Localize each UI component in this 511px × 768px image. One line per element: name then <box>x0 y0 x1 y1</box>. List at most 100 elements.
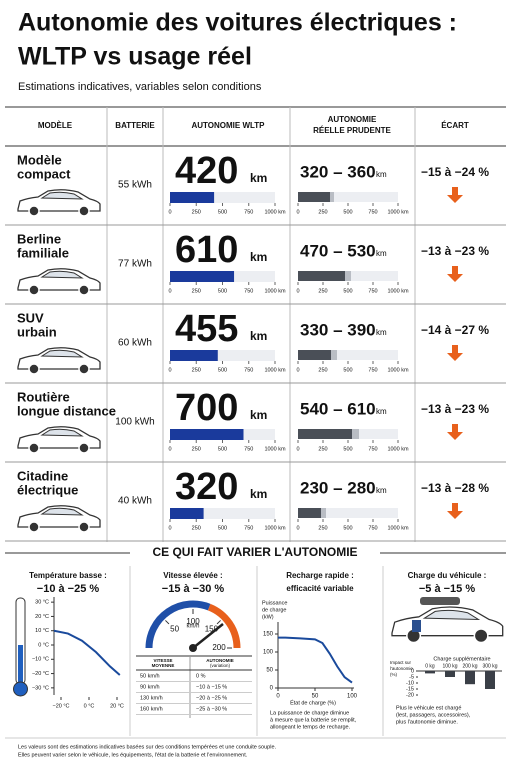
real-bar-spread <box>331 350 337 360</box>
panel-title: Vitesse élevée : <box>163 571 222 580</box>
car-wheel <box>78 363 90 375</box>
car-body <box>17 505 101 528</box>
car-wheel <box>28 363 40 375</box>
real-range: 320 – 360 <box>300 162 376 181</box>
wltp-bar <box>170 192 215 203</box>
unit: km <box>250 408 267 422</box>
gauge-unit: km/h <box>186 624 199 630</box>
table-cell: 90 km/h <box>140 684 160 690</box>
car-wheel <box>28 205 40 217</box>
car-window <box>422 609 481 621</box>
axis-tick-label: 500 <box>343 288 352 294</box>
axis-tick-label: 0 <box>168 288 171 294</box>
real-bar-spread <box>321 508 326 518</box>
category-label: 0 kg <box>425 663 435 669</box>
gauge-tick-label: 100 <box>186 617 200 626</box>
tick-mark <box>216 620 221 625</box>
axis-tick-label: 1000 km <box>387 446 409 452</box>
table-header: MOYENNE <box>152 663 175 668</box>
table-cell: 50 km/h <box>140 673 160 679</box>
model-name: compact <box>17 166 71 181</box>
wltp-bar <box>170 508 204 519</box>
bar-track <box>170 350 275 361</box>
axis-tick-label: 750 <box>368 288 377 294</box>
y-tick-label: 150 <box>263 632 274 638</box>
table-cell: 130 km/h <box>140 695 163 701</box>
unit: km <box>376 407 387 416</box>
car-body <box>17 426 101 449</box>
unit: km <box>376 170 387 179</box>
y-tick-label: 30 °C <box>35 600 49 606</box>
unit: km <box>376 328 387 337</box>
x-tick-label: 20 °C <box>110 703 124 709</box>
model-name: Berline <box>17 231 61 246</box>
y-axis-label: (%) <box>390 672 397 677</box>
panel-title: Température basse : <box>29 571 107 580</box>
wltp-value: 320 <box>175 466 238 508</box>
footer-note: Les valeurs sont des estimations indicat… <box>18 744 277 750</box>
y-tick-label: 100 <box>263 650 274 656</box>
wltp-value: 700 <box>175 387 238 429</box>
car-wheel <box>28 284 40 296</box>
axis-tick-label: 1000 km <box>387 288 409 294</box>
line-series <box>53 629 121 676</box>
note: à mesure que la batterie se remplit, <box>270 717 357 723</box>
tick-mark <box>165 620 170 625</box>
axis-tick-label: 750 <box>368 209 377 215</box>
column-header: RÉELLE PRUDENTE <box>313 126 391 135</box>
axis-tick-label: 250 <box>318 288 327 294</box>
axis-tick-label: 0 <box>168 446 171 452</box>
gauge-needle <box>192 623 224 649</box>
column-header: AUTONOMIE WLTP <box>191 121 265 130</box>
battery: 100 kWh <box>115 417 154 428</box>
axis-tick-label: 1000 km <box>387 209 409 215</box>
axis-tick-label: 750 <box>368 525 377 531</box>
x-tick-label: 0 <box>276 694 280 700</box>
axis-tick-label: 500 <box>343 525 352 531</box>
roof-box <box>420 597 460 605</box>
panel-value: −10 à −25 % <box>37 583 100 595</box>
car-window <box>40 349 84 358</box>
down-arrow <box>447 266 463 282</box>
panel-title: Recharge rapide : <box>286 571 354 580</box>
x-tick-label: 100 <box>347 694 358 700</box>
car-wheel <box>28 442 40 454</box>
gauge-tick-label: 150 <box>205 625 219 634</box>
y-tick-label: 50 <box>266 668 273 674</box>
panel-value: efficacité variable <box>286 584 354 593</box>
axis-tick-label: 0 <box>168 367 171 373</box>
note: allongeant le temps de recharge. <box>270 724 351 730</box>
note: La puissance de charge diminue <box>270 710 349 716</box>
note: (lest, passagers, accessoires), <box>396 712 471 718</box>
axis-tick-label: 0 <box>296 525 299 531</box>
car-body <box>17 189 101 212</box>
axis-tick-label: 750 <box>368 367 377 373</box>
axis-tick-label: 250 <box>318 525 327 531</box>
panel-value: −5 à −15 % <box>419 583 475 595</box>
column-header: MODÈLE <box>38 121 73 130</box>
gap-value: −13 à −23 % <box>421 244 489 258</box>
axis-tick-label: 0 <box>296 209 299 215</box>
panel-value: −15 à −30 % <box>162 583 225 595</box>
axis-tick-label: 750 <box>244 288 253 294</box>
axis-tick-label: 500 <box>343 367 352 373</box>
gauge-arc <box>207 603 241 649</box>
axis-tick-label: 0 <box>296 446 299 452</box>
model-name: urbain <box>17 324 57 339</box>
car-wheel <box>78 284 90 296</box>
real-bar <box>298 508 321 518</box>
model-name: longue distance <box>17 403 116 418</box>
y-axis-label: (kW) <box>262 614 274 620</box>
axis-tick-label: 500 <box>218 446 227 452</box>
axis-tick-label: 250 <box>192 525 201 531</box>
down-arrow <box>447 424 463 440</box>
real-bar-spread <box>330 192 334 202</box>
wltp-value: 455 <box>175 308 238 350</box>
battery: 55 kWh <box>118 180 152 191</box>
bar <box>425 671 435 674</box>
axis-tick-label: 500 <box>218 209 227 215</box>
thermometer-fill <box>18 645 23 687</box>
category-label: 100 kg <box>442 663 457 669</box>
gap-value: −13 à −23 % <box>421 402 489 416</box>
